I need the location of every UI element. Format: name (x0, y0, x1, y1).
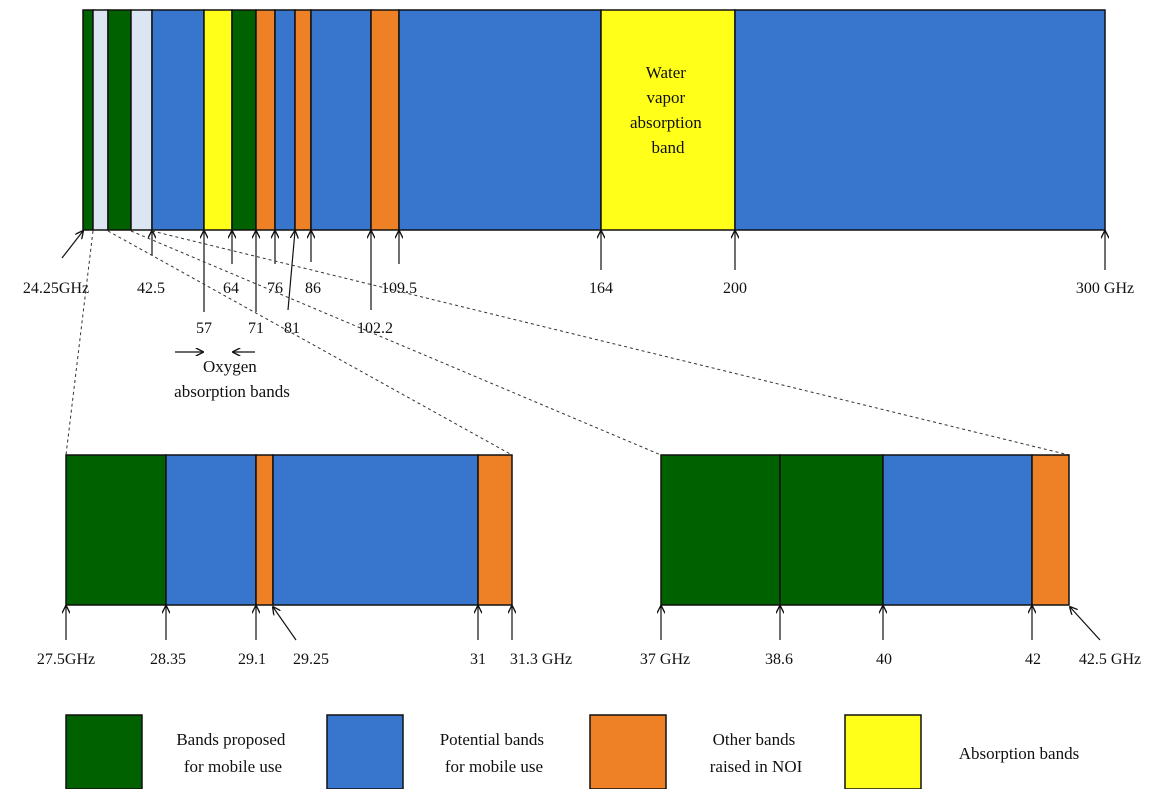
zoom-right-label-38-6: 38.6 (765, 651, 793, 668)
tick-label-64: 64 (223, 280, 239, 297)
legend-label-potential: Potential bands for mobile use (440, 730, 549, 776)
zoom-left-segment-29-25 (272, 454, 479, 606)
tick-label-42-5: 42.5 (137, 280, 165, 297)
zoom-left-label-28-35: 28.35 (150, 651, 186, 668)
band-segment-28-35 (130, 9, 153, 231)
band-segment-24-45 (92, 9, 109, 231)
legend-other-line-1: Other bands (713, 730, 796, 749)
zoom-right-label-37: 37 GHz (640, 651, 690, 668)
zoom-left-label-29-25: 29.25 (293, 651, 329, 668)
legend-label-other: Other bands raised in NOI (710, 730, 803, 776)
tick-label-200: 200 (723, 280, 747, 297)
zoom-right-segment-38-6 (779, 454, 884, 606)
water-vapor-line-4: band (651, 138, 685, 157)
zoom-left-segment-29-1 (255, 454, 274, 606)
tick-label-109-5: 109.5 (381, 280, 417, 297)
top-tick-arrows (61, 231, 1105, 312)
band-segment-102-2 (370, 9, 400, 231)
zoom-right-segment-37 (660, 454, 781, 606)
zoom-connector-left-a (65, 230, 94, 456)
zoom-connector-left-b (107, 230, 513, 456)
top-tick-labels: 24.25GHz 42.5 64 76 86 109.5 164 200 300… (23, 280, 1134, 337)
tick-arrow-24-25 (61, 231, 83, 259)
zoom-bar-left (65, 454, 513, 606)
tick-label-71: 71 (248, 320, 264, 337)
band-segment-64 (231, 9, 257, 231)
tick-label-300: 300 GHz (1076, 280, 1134, 297)
legend-potential-line-1: Potential bands (440, 730, 544, 749)
legend-label-absorption: Absorption bands (959, 744, 1079, 763)
water-vapor-line-1: Water (646, 63, 686, 82)
band-segment-27-5 (107, 9, 132, 231)
tick-label-102-2: 102.2 (357, 320, 393, 337)
tick-label-76: 76 (267, 280, 283, 297)
tick-label-57: 57 (196, 320, 212, 337)
band-segment-57 (203, 9, 233, 231)
legend-potential-line-2: for mobile use (445, 757, 543, 776)
zoom-left-label-27-5: 27.5GHz (37, 651, 95, 668)
top-spectrum-bar: Water vapor absorption band (82, 9, 1106, 231)
zoom-connector-right-a (130, 230, 662, 456)
zoom-right-arrow-42-5 (1070, 607, 1101, 641)
band-segment-81 (294, 9, 312, 231)
water-vapor-label: Water vapor absorption band (630, 63, 706, 157)
legend-label-proposed: Bands proposed for mobile use (176, 730, 289, 776)
zoom-right-segment-40 (882, 454, 1033, 606)
tick-label-164: 164 (589, 280, 613, 297)
zoom-right-segment-42 (1031, 454, 1070, 606)
zoom-bar-right (660, 454, 1070, 606)
legend-swatch-other (589, 714, 667, 789)
zoom-connector-right-b (151, 230, 1070, 456)
band-segment-200 (734, 9, 1106, 231)
zoom-left-label-31-3: 31.3 GHz (510, 651, 572, 668)
legend-proposed-line-1: Bands proposed (176, 730, 286, 749)
tick-label-86: 86 (305, 280, 321, 297)
zoom-left-segment-31 (477, 454, 513, 606)
zoom-right-label-42-5: 42.5 GHz (1079, 651, 1141, 668)
zoom-left-tick-arrows (66, 606, 512, 641)
tick-label-24-25: 24.25GHz (23, 280, 89, 297)
legend-absorption-line-1: Absorption bands (959, 744, 1079, 763)
zoom-left-segment-27-5 (65, 454, 167, 606)
legend-swatch-absorption (844, 714, 922, 789)
zoom-connectors (65, 230, 1070, 456)
band-segment-37 (151, 9, 205, 231)
zoom-right-tick-arrows (661, 606, 1101, 641)
legend-swatch-potential (326, 714, 404, 789)
legend: Bands proposed for mobile use Potential … (65, 714, 1079, 789)
zoom-right-label-42: 42 (1025, 651, 1041, 668)
band-segment-109-5 (398, 9, 602, 231)
zoom-right-label-40: 40 (876, 651, 892, 668)
band-segment-76 (274, 9, 296, 231)
band-segment-71 (255, 9, 276, 231)
water-vapor-line-3: absorption (630, 113, 702, 132)
oxygen-label-line-2: absorption bands (174, 382, 290, 401)
tick-label-81: 81 (284, 320, 300, 337)
band-segment-86 (310, 9, 372, 231)
legend-swatch-proposed (65, 714, 143, 789)
oxygen-label-line-1: Oxygen (203, 357, 257, 376)
zoom-left-tick-labels: 27.5GHz 28.35 29.1 29.25 31 31.3 GHz (37, 651, 572, 668)
band-segment-24-25 (82, 9, 94, 231)
water-vapor-line-2: vapor (647, 88, 686, 107)
band-segment-164 (600, 9, 736, 231)
zoom-left-label-31: 31 (470, 651, 486, 668)
zoom-right-tick-labels: 37 GHz 38.6 40 42 42.5 GHz (640, 651, 1141, 668)
zoom-left-arrow-29-25 (273, 607, 297, 641)
oxygen-label: Oxygen absorption bands (174, 357, 290, 401)
zoom-left-label-29-1: 29.1 (238, 651, 266, 668)
legend-other-line-2: raised in NOI (710, 757, 803, 776)
tick-arrow-81 (287, 231, 295, 311)
legend-proposed-line-2: for mobile use (184, 757, 282, 776)
zoom-left-segment-28-35 (165, 454, 257, 606)
